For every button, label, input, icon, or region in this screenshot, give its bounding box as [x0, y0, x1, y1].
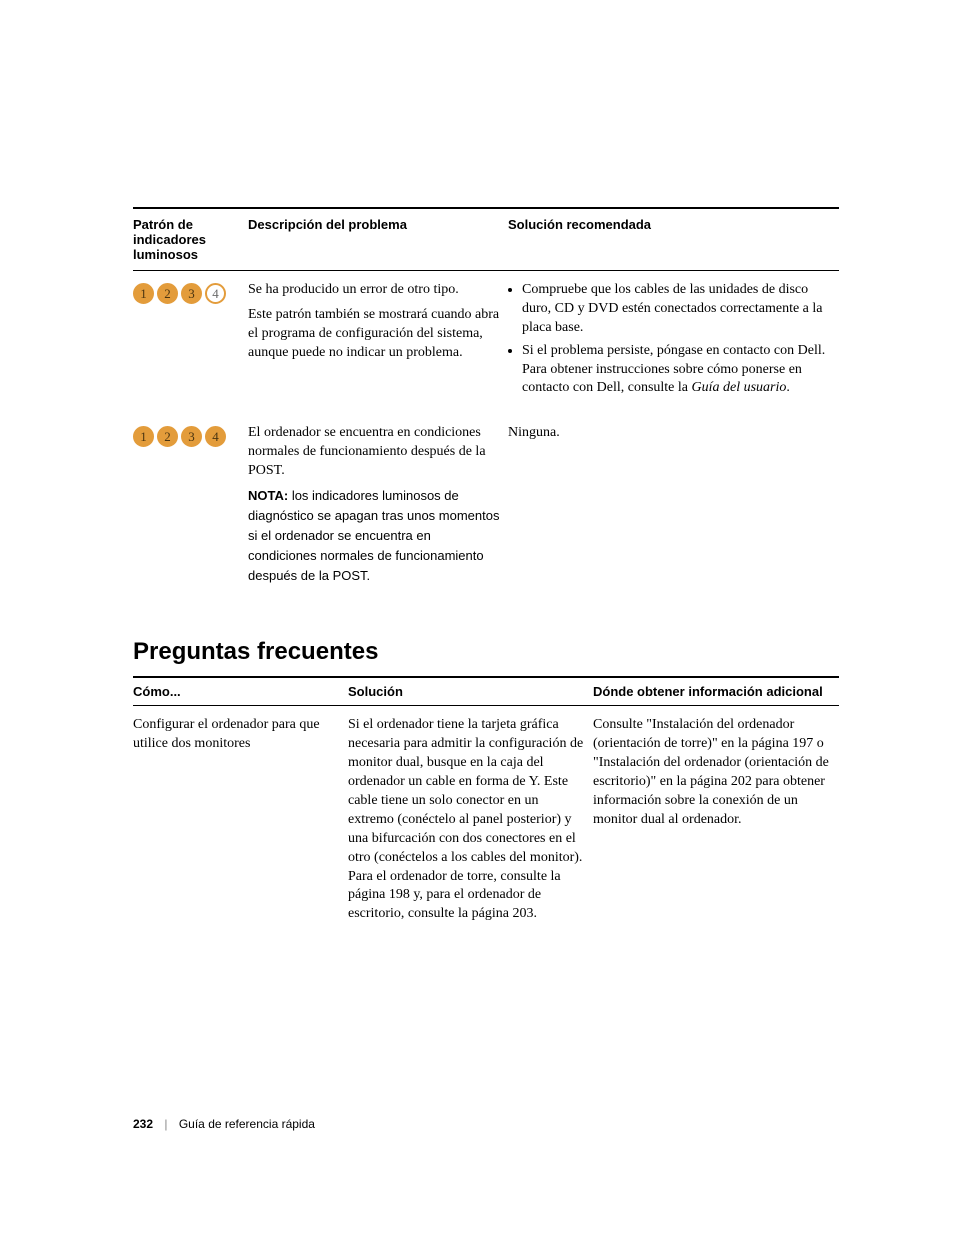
diagnostic-lights-table: Patrón de indicadores luminosos Descripc… — [133, 207, 839, 604]
table2-header-solucion: Solución — [348, 677, 593, 706]
solution-list: Compruebe que los cables de las unidades… — [508, 281, 833, 398]
table1-header-pattern: Patrón de indicadores luminosos — [133, 208, 248, 271]
problem-description: El ordenador se encuentra en condiciones… — [248, 424, 502, 586]
note-label: NOTA: — [248, 488, 288, 503]
table2-header-info: Dónde obtener información adicional — [593, 677, 839, 706]
faq-como: Configurar el ordenador para que utilice… — [133, 706, 348, 934]
led-icon: 2 — [157, 426, 178, 447]
footer-separator: | — [164, 1117, 167, 1131]
led-icon: 2 — [157, 283, 178, 304]
section-title: Preguntas frecuentes — [133, 638, 839, 666]
led-icon: 1 — [133, 426, 154, 447]
table1-header-description: Descripción del problema — [248, 208, 508, 271]
solution-text: Ninguna. — [508, 425, 560, 440]
table1-row: 1 2 3 4 Se ha producido un error de otro… — [133, 271, 839, 415]
led-icon: 3 — [181, 283, 202, 304]
document-page: Patrón de indicadores luminosos Descripc… — [0, 0, 954, 1235]
led-icon: 4 — [205, 283, 226, 304]
led-pattern: 1 2 3 4 — [133, 281, 242, 304]
table2-row: Configurar el ordenador para que utilice… — [133, 706, 839, 934]
led-icon: 3 — [181, 426, 202, 447]
solution-item: Si el problema persiste, póngase en cont… — [522, 342, 833, 399]
faq-info: Consulte "Instalación del ordenador (ori… — [593, 706, 839, 934]
table1-row: 1 2 3 4 El ordenador se encuentra en con… — [133, 414, 839, 604]
description-text: El ordenador se encuentra en condiciones… — [248, 424, 502, 481]
table2-header-como: Cómo... — [133, 677, 348, 706]
led-icon: 1 — [133, 283, 154, 304]
led-pattern: 1 2 3 4 — [133, 424, 242, 447]
description-text: Se ha producido un error de otro tipo. — [248, 281, 502, 300]
led-icon: 4 — [205, 426, 226, 447]
faq-table: Cómo... Solución Dónde obtener informaci… — [133, 676, 839, 934]
description-text: Este patrón también se mostrará cuando a… — [248, 306, 502, 363]
solution-item: Compruebe que los cables de las unidades… — [522, 281, 833, 338]
problem-description: Se ha producido un error de otro tipo. E… — [248, 281, 502, 363]
table1-header-solution: Solución recomendada — [508, 208, 839, 271]
document-title: Guía de referencia rápida — [179, 1117, 315, 1131]
page-number: 232 — [133, 1117, 153, 1131]
faq-solucion: Si el ordenador tiene la tarjeta gráfica… — [348, 706, 593, 934]
solution-text-italic: Guía del usuario — [692, 380, 787, 395]
solution-text: . — [786, 380, 790, 395]
page-footer: 232 | Guía de referencia rápida — [133, 1117, 315, 1131]
